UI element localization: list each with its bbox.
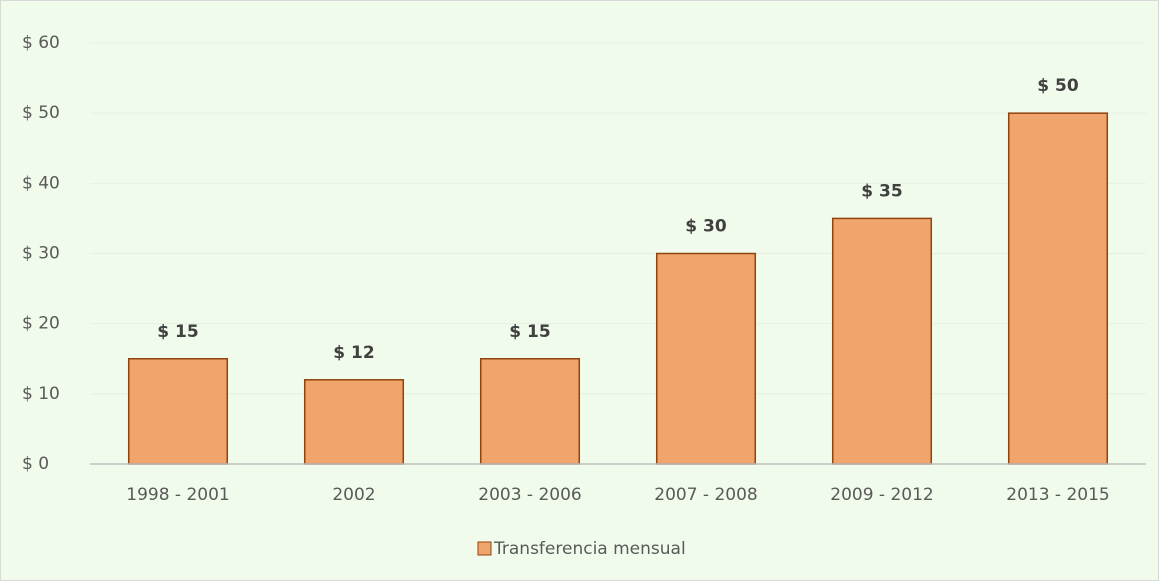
data-label: $ 30 bbox=[685, 217, 727, 237]
x-tick-label: 2013 - 2015 bbox=[1006, 485, 1109, 505]
legend-label: Transferencia mensual bbox=[493, 539, 686, 559]
bar bbox=[479, 358, 581, 465]
bar bbox=[127, 358, 229, 465]
y-tick-label: $ 10 bbox=[22, 384, 60, 404]
y-tick-label: $ 50 bbox=[22, 103, 60, 123]
bar bbox=[831, 217, 933, 465]
y-tick-label: $ 60 bbox=[22, 33, 60, 53]
y-tick-label: $ 30 bbox=[22, 244, 60, 264]
bar bbox=[655, 252, 757, 465]
x-tick-label: 2002 bbox=[332, 485, 375, 505]
data-label: $ 15 bbox=[157, 322, 198, 342]
bar bbox=[1007, 112, 1109, 465]
x-tick-label: 2009 - 2012 bbox=[830, 485, 933, 505]
bar bbox=[303, 379, 405, 465]
x-tick-label: 2007 - 2008 bbox=[654, 485, 757, 505]
data-label: $ 35 bbox=[861, 181, 902, 201]
data-label: $ 15 bbox=[509, 322, 550, 342]
y-tick-label: $ 40 bbox=[22, 173, 60, 193]
legend-swatch bbox=[477, 541, 492, 556]
data-label: $ 12 bbox=[333, 343, 374, 363]
y-tick-label: $ 0 bbox=[22, 454, 49, 474]
data-label: $ 50 bbox=[1037, 76, 1079, 96]
y-tick-label: $ 20 bbox=[22, 314, 60, 334]
x-tick-label: 1998 - 2001 bbox=[126, 485, 229, 505]
x-tick-label: 2003 - 2006 bbox=[478, 485, 581, 505]
